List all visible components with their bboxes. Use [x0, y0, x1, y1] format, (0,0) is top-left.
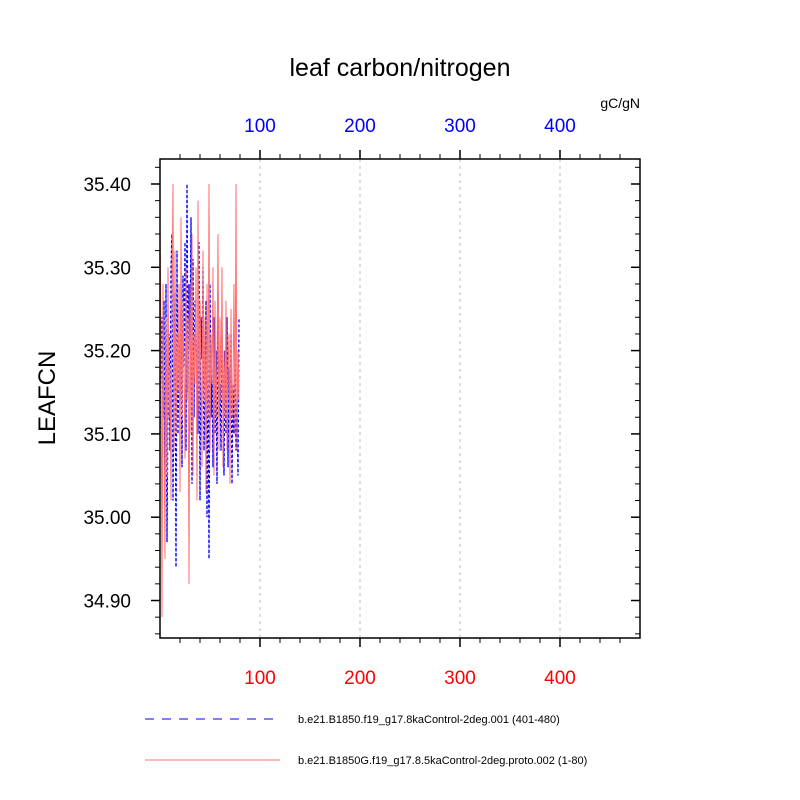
x-bottom-tick-label-200: 200 [344, 668, 376, 689]
x-bottom-tick-label-100: 100 [244, 668, 276, 689]
x-bottom-tick-label-400: 400 [544, 668, 576, 689]
y-tick-labels: 34.90 35.00 35.10 35.20 35.30 35.40 [83, 175, 131, 613]
legend-entry-2: b.e21.B1850G.f19_g17.8.5kaControl-2deg.p… [298, 755, 587, 767]
x-top-tick-label-400: 400 [544, 116, 576, 137]
x-bottom-tick-labels: 100 200 300 400 [244, 668, 576, 689]
y-tick-label-35.30: 35.30 [83, 258, 131, 279]
x-top-tick-labels: 100 200 300 400 [244, 116, 576, 137]
y-tick-label-35.20: 35.20 [83, 342, 131, 363]
x-bottom-tick-label-300: 300 [444, 668, 476, 689]
x-top-tick-label-100: 100 [244, 116, 276, 137]
y-tick-label-35.40: 35.40 [83, 175, 131, 196]
y-axis-label: LEAFCN [34, 351, 61, 446]
units-label: gC/gN [600, 95, 640, 111]
grid [259, 159, 561, 638]
y-tick-label-34.90: 34.90 [83, 592, 131, 613]
y-tick-label-35.10: 35.10 [83, 425, 131, 446]
x-top-tick-label-300: 300 [444, 116, 476, 137]
y-tick-label-35.00: 35.00 [83, 508, 131, 529]
axis-ticks [151, 150, 640, 647]
legend: b.e21.B1850.f19_g17.8kaControl-2deg.001 … [145, 714, 587, 767]
x-top-tick-label-200: 200 [344, 116, 376, 137]
series-layer [159, 183, 240, 618]
series-line-2 [159, 183, 240, 618]
legend-entry-1: b.e21.B1850.f19_g17.8kaControl-2deg.001 … [298, 714, 560, 726]
chart-title: leaf carbon/nitrogen [290, 54, 511, 82]
